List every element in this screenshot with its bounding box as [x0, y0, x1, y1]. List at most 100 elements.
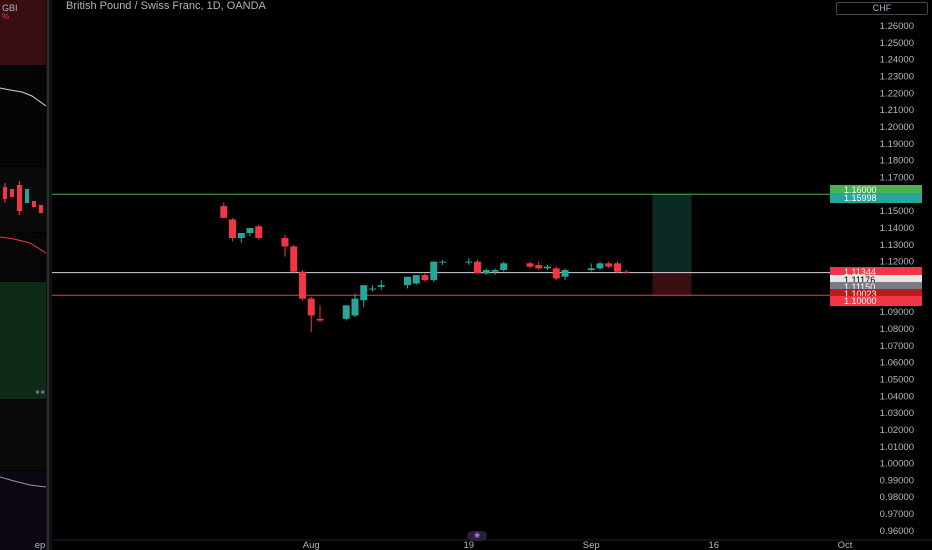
tradingview-logo-icon[interactable]: ◉	[467, 531, 487, 541]
time-tick-label: Sep	[583, 540, 600, 550]
candle-body	[587, 268, 595, 271]
panel-divider[interactable]	[46, 0, 52, 550]
panel-resize-handle[interactable]	[47, 0, 49, 550]
candle-body	[351, 298, 359, 316]
candle-body	[561, 270, 569, 277]
price-tag: 1.10023	[830, 289, 922, 299]
candle-body	[220, 206, 228, 218]
candle	[342, 305, 350, 321]
candle	[544, 264, 551, 271]
price-tick-label: 1.14000	[880, 223, 914, 234]
watchlist-mini-chart-1[interactable]: GBI %	[0, 0, 46, 65]
price-tag: 1.11344	[830, 267, 922, 277]
candle	[255, 224, 263, 240]
candle	[596, 261, 604, 271]
stop-loss-zone	[652, 272, 692, 296]
price-tick-label: 1.22000	[880, 88, 914, 99]
candle	[360, 285, 368, 308]
watchlist-mini-chart-4[interactable]	[0, 233, 47, 281]
price-tick-label: 1.19000	[880, 139, 914, 150]
price-tick-label: 1.03000	[880, 408, 914, 419]
chart-title: British Pound / Swiss Franc, 1D, OANDA	[66, 0, 266, 12]
price-tag: 1.15998	[830, 193, 922, 203]
price-tick-label: 1.17000	[880, 172, 914, 183]
candle	[474, 259, 481, 274]
watchlist-panel[interactable]: GBI % ■ ■	[0, 0, 47, 550]
candle	[622, 270, 630, 274]
watchlist-mini-chart-7[interactable]	[0, 471, 47, 550]
candle	[605, 261, 613, 269]
candle-body	[316, 318, 324, 321]
candle-body	[622, 271, 630, 273]
candle-body	[290, 246, 298, 272]
candle	[482, 268, 490, 276]
candle-body	[482, 270, 490, 274]
candle	[237, 233, 245, 244]
price-tick-label: 1.23000	[880, 71, 914, 82]
mini-line-chart-3	[0, 476, 47, 488]
candle	[281, 234, 289, 257]
mini-chart-change: %	[2, 12, 10, 21]
candle-body	[412, 275, 420, 284]
candle	[377, 280, 385, 291]
price-tick-label: 1.13000	[880, 240, 914, 251]
currency-selector[interactable]: CHF	[836, 2, 928, 15]
watchlist-mini-chart-3[interactable]	[0, 167, 46, 232]
candle	[614, 261, 621, 274]
price-tick-label: 1.12000	[880, 257, 914, 268]
time-tick-label: 19	[463, 540, 474, 550]
take-profit-zone	[652, 194, 692, 273]
price-tick-label: 1.01000	[880, 442, 914, 453]
candle	[587, 263, 595, 272]
price-tick-label: 1.02000	[880, 425, 914, 436]
candle-body	[360, 285, 368, 301]
candle	[220, 202, 228, 218]
candle	[430, 261, 438, 282]
candle	[316, 305, 324, 323]
candle	[246, 227, 254, 237]
candle	[561, 268, 569, 281]
candle-body	[281, 238, 289, 247]
price-tick-label: 1.18000	[880, 156, 914, 167]
candle	[369, 285, 376, 292]
candle	[500, 261, 508, 272]
time-tick-label: Oct	[838, 540, 853, 550]
mini-line-chart-2	[0, 236, 47, 254]
candle-body	[526, 263, 534, 267]
candle-body	[596, 263, 604, 269]
candle-body	[474, 261, 481, 274]
price-tag: 1.11176	[830, 275, 922, 285]
price-tick-label: 0.96000	[880, 526, 914, 537]
candle-body	[377, 285, 385, 287]
price-tick-label: 0.97000	[880, 509, 914, 520]
mini-candle-chart	[3, 181, 43, 215]
time-tick-label: 16	[708, 540, 719, 550]
position-zones	[652, 194, 692, 296]
price-tag: 1.10000	[830, 296, 922, 306]
candle-body	[605, 263, 613, 267]
price-tick-label: 1.24000	[880, 55, 914, 66]
candle-body	[229, 219, 236, 239]
candle-body	[421, 275, 429, 281]
candle	[421, 273, 429, 282]
watchlist-mini-chart-5[interactable]: ■ ■	[0, 282, 46, 399]
price-tick-label: 1.15000	[880, 206, 914, 217]
watchlist-mini-chart-2[interactable]	[0, 66, 47, 166]
candle-body	[237, 233, 245, 239]
candle	[307, 296, 315, 333]
time-tick-label: Aug	[303, 540, 320, 550]
mini-chart-badge: ■ ■	[35, 390, 45, 396]
price-tick-label: 1.06000	[880, 358, 914, 369]
candle	[299, 270, 306, 301]
watchlist-mini-chart-6[interactable]	[0, 400, 46, 470]
candle-body	[404, 276, 411, 286]
candlesticks	[220, 202, 630, 333]
horizontal-lines	[52, 193, 830, 296]
price-tick-label: 1.20000	[880, 122, 914, 133]
candle	[552, 266, 560, 281]
candle-body	[552, 268, 560, 279]
mini-chart-symbol: GBI	[2, 3, 18, 13]
time-tick-label: ep	[35, 540, 46, 550]
candle	[465, 258, 473, 265]
